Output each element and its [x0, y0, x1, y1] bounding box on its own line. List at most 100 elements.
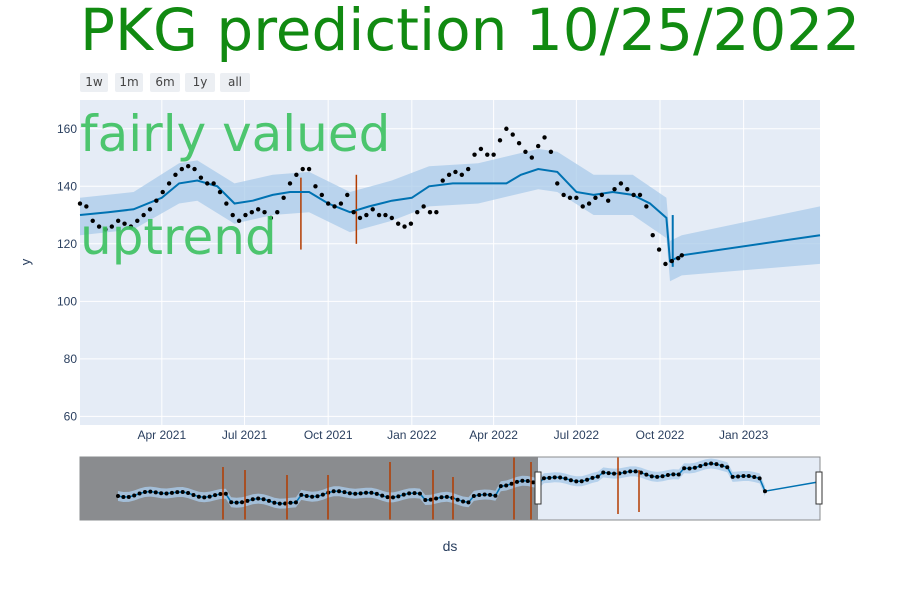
data-point [679, 253, 685, 258]
trend-line [79, 167, 821, 263]
data-point [262, 209, 267, 215]
range-button-all[interactable]: all [220, 73, 250, 92]
slider-point [202, 495, 207, 500]
data-point [300, 166, 305, 172]
data-point [599, 192, 605, 198]
data-point [230, 212, 235, 218]
slider-point [288, 500, 293, 505]
slider-point [638, 470, 643, 475]
data-point [453, 169, 458, 175]
data-point [555, 181, 560, 186]
data-point [160, 189, 165, 195]
slider-point [412, 491, 417, 496]
x-tick-label: Oct 2021 [304, 428, 353, 442]
slider-point [380, 493, 385, 498]
data-point [644, 204, 649, 209]
data-point [663, 261, 668, 267]
slider-point [310, 494, 315, 499]
data-point [656, 247, 662, 252]
slider-point [121, 495, 126, 500]
range-button-1w[interactable]: 1w [80, 73, 108, 92]
slider-point [752, 475, 757, 480]
data-point [548, 149, 554, 154]
slider-point [612, 471, 617, 476]
data-point [255, 207, 261, 212]
data-point [332, 204, 337, 209]
x-tick-label: Apr 2022 [469, 428, 518, 442]
data-point [319, 192, 325, 198]
slider-point [574, 479, 579, 484]
data-point [593, 195, 598, 200]
data-point [625, 186, 630, 192]
data-point [205, 181, 210, 186]
range-button-6m[interactable]: 6m [150, 73, 180, 92]
slider-point [676, 472, 681, 477]
slider-point [514, 479, 519, 484]
slider-point [304, 493, 309, 498]
slider-point [482, 492, 487, 497]
slider-point [137, 491, 142, 496]
slider-point [331, 489, 336, 494]
x-tick-label: Jan 2023 [719, 428, 769, 442]
slider-point [461, 499, 466, 504]
data-point [224, 201, 229, 206]
data-point [370, 207, 375, 212]
slider-point [703, 462, 708, 467]
data-point [192, 166, 197, 172]
slider-handle-left[interactable] [534, 471, 542, 505]
x-tick-label: Jan 2022 [387, 428, 437, 442]
slider-point [186, 491, 191, 496]
data-point [90, 218, 95, 223]
data-point [166, 181, 172, 186]
data-point [478, 146, 484, 152]
data-point [211, 181, 216, 186]
slider-point [498, 484, 503, 489]
y-tick-label: 120 [57, 237, 77, 251]
slider-point [417, 491, 422, 496]
slider-point [277, 501, 282, 506]
data-point [115, 218, 121, 223]
data-point [345, 192, 350, 198]
slider-point [293, 500, 298, 505]
slider-point [148, 489, 153, 494]
data-point [637, 192, 643, 198]
slider-point [353, 491, 358, 496]
slider-point [169, 490, 174, 495]
slider-point [272, 500, 277, 505]
x-tick-labels: Apr 2021 Jul 2021 Oct 2021 Jan 2022 Apr 2022… [137, 428, 768, 442]
slider-point [245, 498, 250, 503]
data-point [491, 152, 496, 157]
data-point [154, 198, 159, 203]
slider-point [428, 497, 433, 502]
data-point [313, 184, 318, 189]
data-point [84, 204, 89, 209]
data-point [472, 152, 477, 157]
slider-point [299, 492, 304, 497]
x-tick-label: Apr 2021 [137, 428, 186, 442]
slider-point [315, 494, 320, 499]
range-button-1m[interactable]: 1m [115, 73, 143, 92]
slider-handle-right[interactable] [815, 471, 823, 505]
data-point [236, 218, 242, 223]
data-point [618, 181, 624, 186]
slider-point [347, 491, 352, 496]
data-point [173, 172, 178, 177]
data-point [243, 212, 248, 218]
range-slider[interactable] [79, 456, 823, 521]
data-point [122, 221, 127, 226]
range-button-1y[interactable]: 1y [185, 73, 215, 92]
slider-point [665, 473, 670, 478]
slider-point [385, 495, 390, 500]
slider-point [644, 472, 649, 477]
slider-point [250, 497, 255, 502]
data-point [523, 149, 528, 154]
data-point [669, 258, 675, 264]
uncertainty-band [80, 148, 820, 282]
slider-point [132, 493, 137, 498]
slider-point [595, 474, 600, 479]
data-point [485, 152, 490, 157]
data-point [516, 140, 522, 146]
slider-point [763, 489, 767, 494]
data-point [465, 166, 471, 172]
